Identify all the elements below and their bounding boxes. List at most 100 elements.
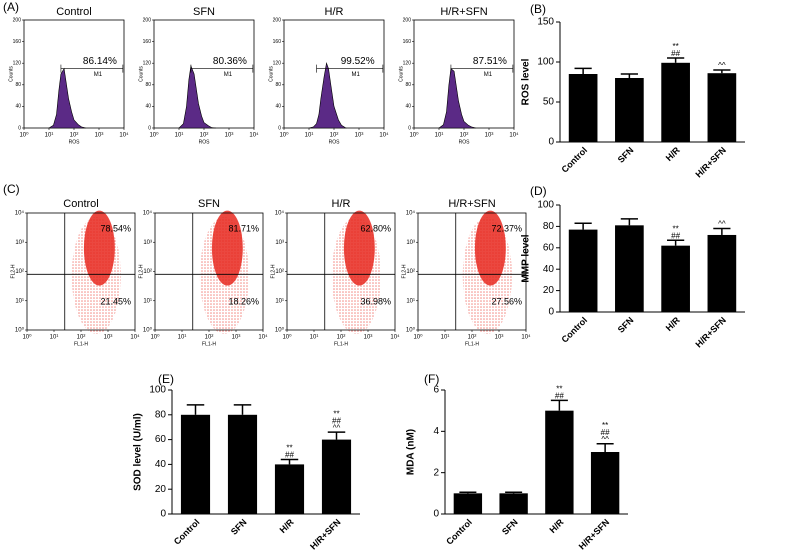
y-tick-label: 10¹ bbox=[143, 298, 152, 304]
bar bbox=[615, 225, 644, 312]
x-tick-label: Control bbox=[560, 145, 590, 175]
x-tick-label: 10¹ bbox=[45, 133, 54, 139]
x-axis-label: FL1-H bbox=[74, 341, 88, 347]
bar bbox=[227, 414, 258, 514]
x-tick-label: 10⁴ bbox=[509, 132, 519, 139]
x-tick-label: 10³ bbox=[232, 335, 241, 341]
panel-label: (C) bbox=[3, 182, 20, 196]
significance-mark: ** bbox=[286, 444, 292, 453]
x-tick-label: 10¹ bbox=[175, 133, 184, 139]
gate-percent: 99.52% bbox=[341, 56, 375, 67]
y-tick-label: 10⁰ bbox=[275, 327, 285, 334]
y-tick-label: 100 bbox=[149, 385, 166, 396]
x-tick-label: 10⁴ bbox=[521, 334, 531, 341]
plot-frame bbox=[153, 19, 255, 129]
y-tick-label: 200 bbox=[273, 17, 282, 23]
y-tick-label: 6 bbox=[433, 385, 439, 396]
x-tick-label: 10⁴ bbox=[249, 132, 259, 139]
x-tick-label: SFN bbox=[616, 145, 636, 165]
y-axis-label: FL2-H bbox=[401, 264, 407, 278]
y-tick-label: 10³ bbox=[275, 240, 284, 246]
significance-mark: ## bbox=[555, 391, 564, 400]
gate-label: M1 bbox=[484, 72, 493, 78]
y-tick-label: 80 bbox=[15, 82, 21, 88]
gate-label: M1 bbox=[94, 72, 103, 78]
y-tick-label: 80 bbox=[275, 82, 281, 88]
x-axis-label: ROS bbox=[69, 139, 81, 145]
x-tick-label: 10² bbox=[460, 133, 469, 139]
x-tick-label: 10⁰ bbox=[22, 334, 32, 341]
y-axis-label: MMP level bbox=[521, 234, 532, 282]
y-tick-label: 0 bbox=[278, 125, 281, 131]
y-tick-label: 10⁰ bbox=[406, 327, 416, 334]
x-tick-label: 10¹ bbox=[50, 335, 59, 341]
y-tick-label: 160 bbox=[403, 39, 412, 45]
x-tick-label: 10⁰ bbox=[149, 132, 159, 139]
y-tick-label: 40 bbox=[405, 104, 411, 110]
y-tick-label: 10⁰ bbox=[15, 327, 25, 334]
y-tick-label: 10² bbox=[406, 269, 415, 275]
y-tick-label: 10² bbox=[143, 269, 152, 275]
x-tick-label: 10¹ bbox=[305, 133, 314, 139]
lower-right-percent: 36.98% bbox=[360, 296, 391, 306]
y-tick-label: 120 bbox=[403, 61, 412, 67]
upper-right-percent: 72.37% bbox=[491, 223, 522, 233]
dot-cloud-core bbox=[211, 210, 243, 286]
plot-title: Control bbox=[63, 198, 98, 210]
bar bbox=[615, 78, 644, 142]
significance-mark: ^^ bbox=[718, 61, 726, 70]
significance-mark: ## bbox=[671, 49, 680, 58]
y-tick-label: 0 bbox=[548, 307, 554, 318]
y-axis-label: ROS level bbox=[521, 58, 532, 105]
x-tick-label: 10⁴ bbox=[130, 334, 140, 341]
x-tick-label: 10² bbox=[205, 335, 214, 341]
histogram-area bbox=[178, 64, 216, 129]
y-axis-label: FL2-H bbox=[10, 264, 16, 278]
x-tick-label: H/R bbox=[278, 517, 296, 535]
gate-label: M1 bbox=[352, 72, 361, 78]
bar bbox=[707, 73, 737, 142]
y-axis-label: FL2-H bbox=[138, 264, 144, 278]
y-tick-label: 200 bbox=[403, 17, 412, 23]
x-tick-label: H/R bbox=[547, 517, 565, 535]
plot-title: H/R bbox=[332, 198, 351, 210]
x-tick-label: 10⁰ bbox=[282, 334, 292, 341]
y-tick-label: 20 bbox=[543, 285, 555, 296]
bar bbox=[180, 414, 211, 514]
y-tick-label: 0 bbox=[160, 509, 166, 520]
histogram-area bbox=[47, 67, 86, 129]
y-axis-label: FL2-H bbox=[270, 264, 276, 278]
gate-percent: 87.51% bbox=[473, 56, 507, 67]
x-tick-label: Control bbox=[444, 517, 474, 547]
plot-frame bbox=[413, 19, 515, 129]
x-tick-label: 10³ bbox=[485, 133, 494, 139]
x-tick-label: H/R bbox=[664, 145, 682, 163]
plot-title: H/R bbox=[325, 6, 344, 18]
bar bbox=[568, 74, 598, 142]
y-axis-label: Counts bbox=[268, 66, 274, 82]
significance-mark: ** bbox=[333, 409, 339, 418]
x-tick-label: H/R+SFN bbox=[693, 145, 727, 179]
x-tick-label: 10² bbox=[337, 335, 346, 341]
gate-percent: 80.36% bbox=[213, 56, 247, 67]
bar bbox=[590, 452, 620, 514]
y-tick-label: 20 bbox=[155, 484, 167, 495]
y-tick-label: 100 bbox=[537, 57, 554, 68]
y-tick-label: 100 bbox=[537, 200, 554, 211]
bar bbox=[274, 464, 305, 514]
y-tick-label: 10³ bbox=[15, 240, 24, 246]
significance-mark: ^^ bbox=[718, 220, 726, 229]
x-tick-label: H/R+SFN bbox=[308, 517, 342, 551]
x-tick-label: 10¹ bbox=[310, 335, 319, 341]
x-axis-label: FL1-H bbox=[334, 341, 348, 347]
y-tick-label: 10¹ bbox=[406, 298, 415, 304]
plot-title: SFN bbox=[193, 6, 215, 18]
x-tick-label: 10³ bbox=[225, 133, 234, 139]
y-tick-label: 40 bbox=[543, 264, 555, 275]
y-tick-label: 10⁴ bbox=[15, 210, 25, 217]
y-tick-label: 10³ bbox=[406, 240, 415, 246]
x-tick-label: 10⁴ bbox=[119, 132, 129, 139]
x-tick-label: Control bbox=[560, 315, 590, 345]
